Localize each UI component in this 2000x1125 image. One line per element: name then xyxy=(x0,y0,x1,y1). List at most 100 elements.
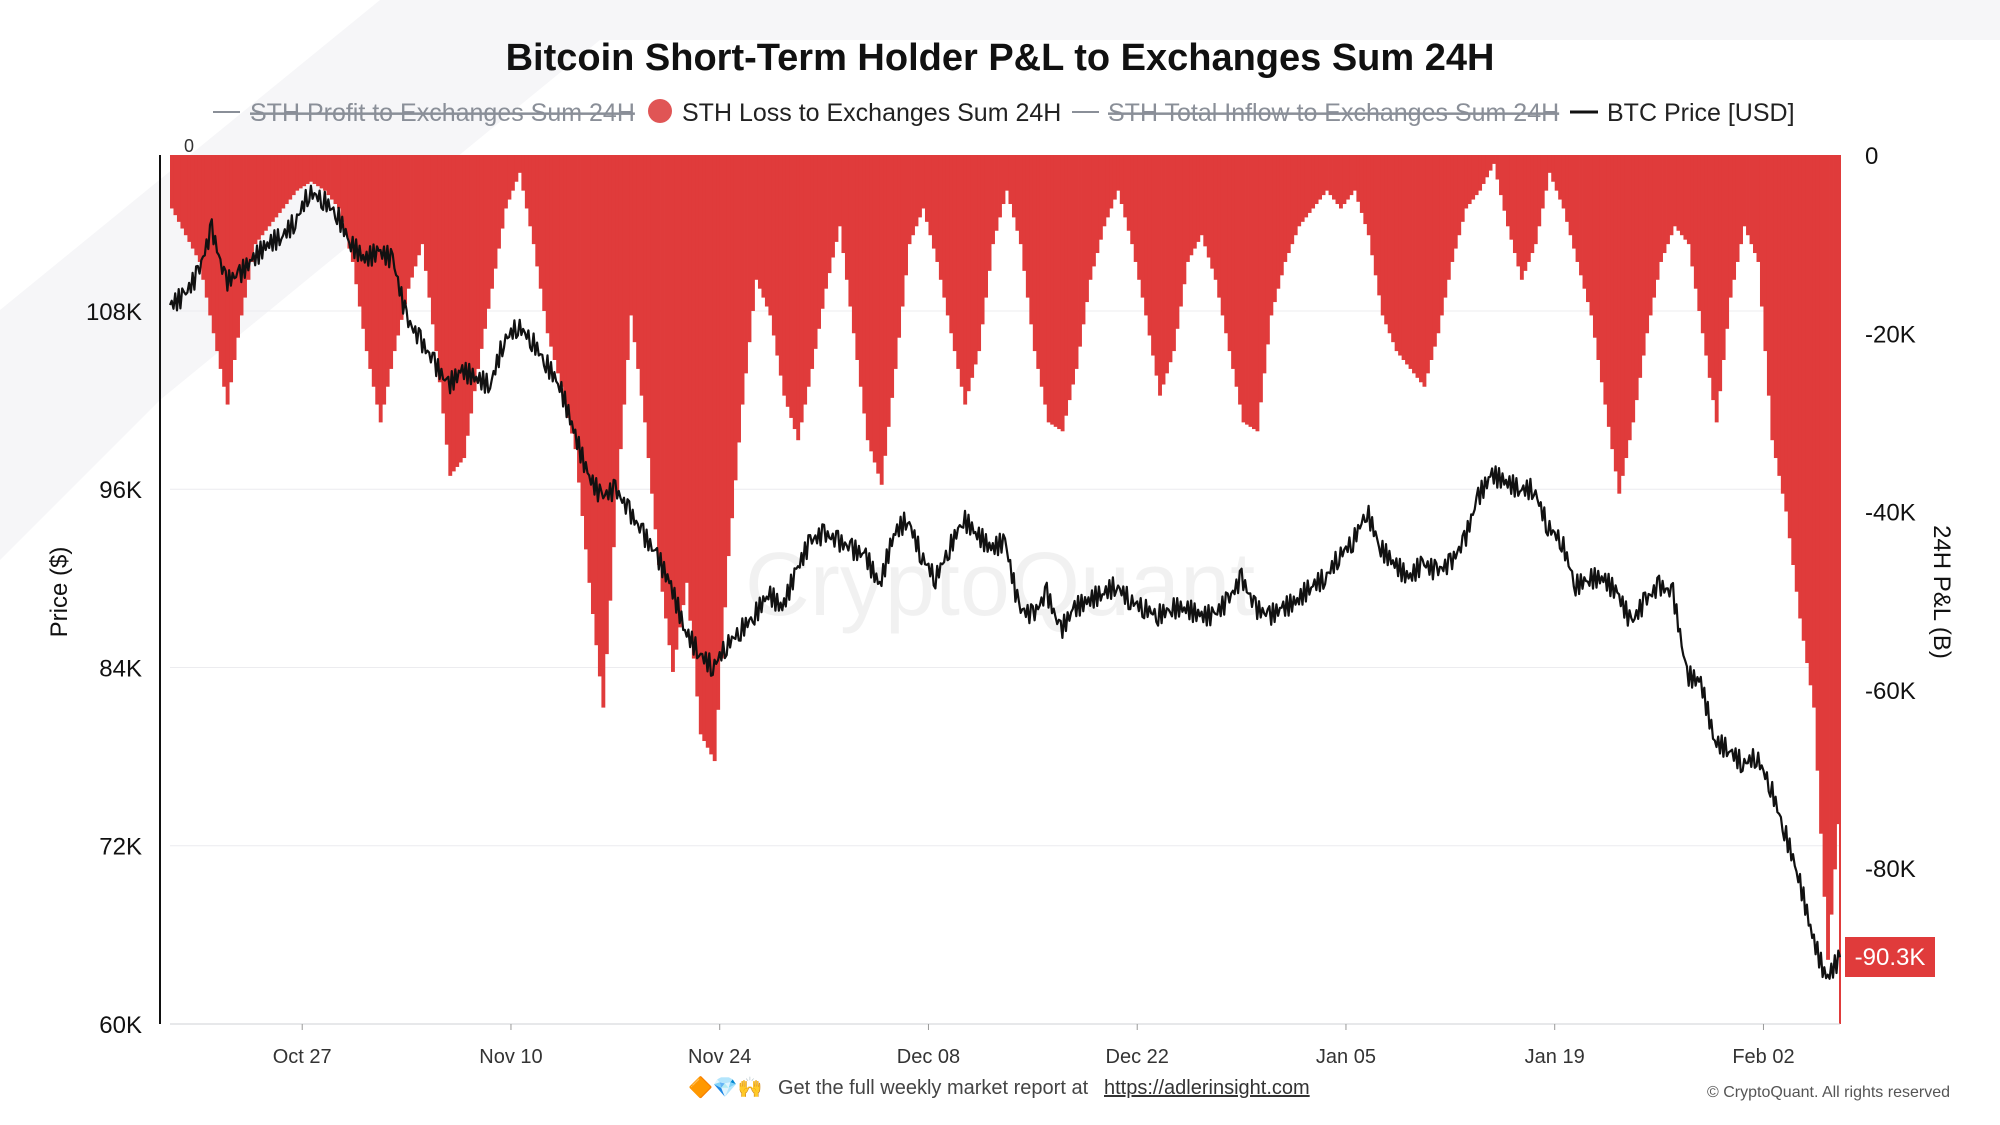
loss-bar xyxy=(1506,155,1510,227)
loss-bar xyxy=(430,155,435,325)
loss-bar xyxy=(1112,155,1117,200)
loss-bar xyxy=(1488,155,1493,171)
loss-bar xyxy=(403,155,407,305)
loss-bar xyxy=(858,155,863,387)
loss-bar xyxy=(1339,155,1343,209)
loss-bar xyxy=(1377,155,1382,296)
loss-bar xyxy=(1102,155,1107,227)
x-tick-label: Nov 10 xyxy=(479,1046,542,1068)
loss-bar xyxy=(730,155,735,519)
loss-bar xyxy=(1241,155,1246,423)
loss-bar xyxy=(1575,155,1580,262)
loss-bar xyxy=(472,155,477,392)
copyright: © CryptoQuant. All rights reserved xyxy=(1707,1084,1950,1101)
loss-bar xyxy=(389,155,394,369)
loss-bar xyxy=(737,155,741,443)
loss-bar xyxy=(1046,155,1051,423)
loss-bar xyxy=(1829,155,1834,915)
loss-bar xyxy=(1085,155,1089,303)
loss-bar xyxy=(423,155,428,271)
loss-bar xyxy=(1039,155,1044,387)
loss-bar xyxy=(552,155,557,360)
x-tick-label: Dec 22 xyxy=(1106,1046,1169,1068)
loss-bar xyxy=(1669,155,1674,236)
loss-bar xyxy=(604,155,609,655)
loss-bar xyxy=(444,155,449,445)
loss-bar xyxy=(590,155,595,615)
loss-bar xyxy=(1589,155,1594,316)
loss-bar xyxy=(1728,155,1733,298)
x-tick-label: Dec 08 xyxy=(897,1046,960,1068)
loss-bar xyxy=(1258,155,1263,403)
legend-item-btc-price[interactable]: BTC Price [USD] xyxy=(1570,99,1795,127)
loss-bar xyxy=(938,155,943,280)
legend-item-sth-loss[interactable]: STH Loss to Exchanges Sum 24H xyxy=(648,99,1061,127)
loss-bar xyxy=(872,155,877,463)
loss-bar xyxy=(1798,155,1803,619)
loss-bar xyxy=(1666,155,1670,245)
loss-bar xyxy=(1794,155,1799,592)
loss-bar xyxy=(1384,155,1389,325)
loss-bar xyxy=(879,155,884,485)
loss-bar xyxy=(1679,155,1684,236)
loss-bar xyxy=(1634,155,1639,401)
loss-bar xyxy=(437,155,442,383)
loss-bar xyxy=(312,155,317,184)
loss-bar xyxy=(757,155,762,289)
loss-bar xyxy=(1123,155,1128,218)
x-tick-label: Oct 27 xyxy=(273,1046,332,1068)
legend-item-sth-total-inflow[interactable]: STH Total Inflow to Exchanges Sum 24H xyxy=(1072,99,1559,127)
loss-bar xyxy=(1554,155,1559,191)
loss-bar xyxy=(1801,155,1806,641)
loss-bar xyxy=(608,155,613,601)
footer-link[interactable]: https://adlerinsight.com xyxy=(1104,1077,1310,1099)
loss-bar xyxy=(1297,155,1302,227)
loss-bar xyxy=(524,155,529,209)
loss-bar xyxy=(1620,155,1625,476)
loss-bar xyxy=(824,155,828,289)
loss-bar xyxy=(688,155,693,621)
loss-bar xyxy=(1359,155,1364,213)
loss-bar xyxy=(316,155,321,187)
loss-bar xyxy=(851,155,856,334)
badge-value: -90.3K xyxy=(1855,944,1926,971)
loss-bar xyxy=(1530,155,1535,254)
loss-bar xyxy=(222,155,227,387)
loss-bar xyxy=(486,155,491,309)
loss-bar xyxy=(1711,155,1716,401)
loss-bar xyxy=(834,155,839,242)
loss-bar xyxy=(1822,155,1827,897)
loss-bar xyxy=(761,155,766,298)
loss-bar xyxy=(1293,155,1298,236)
loss-bar xyxy=(1739,155,1743,245)
loss-bar xyxy=(931,155,936,249)
loss-bar xyxy=(1206,155,1211,258)
legend-item-sth-profit[interactable]: STH Profit to Exchanges Sum 24H xyxy=(213,99,635,127)
loss-bar xyxy=(267,155,272,227)
loss-bar xyxy=(1631,155,1636,423)
loss-bar xyxy=(1189,155,1194,256)
loss-bar xyxy=(813,155,818,349)
loss-bar xyxy=(451,155,456,472)
loss-bar xyxy=(799,155,804,423)
loss-bar xyxy=(504,155,508,209)
loss-bar xyxy=(197,155,202,262)
loss-bar xyxy=(1572,155,1576,249)
loss-bar xyxy=(1582,155,1587,289)
loss-bar xyxy=(817,155,822,329)
btc-price-line xyxy=(168,184,1842,980)
loss-bar xyxy=(1342,155,1347,205)
right-tick-label: -80K xyxy=(1865,856,1916,883)
x-axis-ticks: Oct 27 Nov 10 Nov 24 Dec 08 Dec 22 Jan 05 Jan … xyxy=(273,1024,1795,1068)
loss-bar xyxy=(782,155,787,396)
loss-bar xyxy=(698,155,703,735)
left-tick-label: 60K xyxy=(99,1012,142,1039)
loss-bar xyxy=(1446,155,1451,280)
loss-bar xyxy=(1596,155,1601,360)
loss-bar xyxy=(260,155,265,236)
loss-bar xyxy=(1509,155,1514,240)
loss-bar xyxy=(542,155,547,311)
right-axis-title: 24H P&L (B) xyxy=(1928,525,1955,659)
loss-bar xyxy=(712,155,717,762)
loss-bar xyxy=(796,155,801,441)
